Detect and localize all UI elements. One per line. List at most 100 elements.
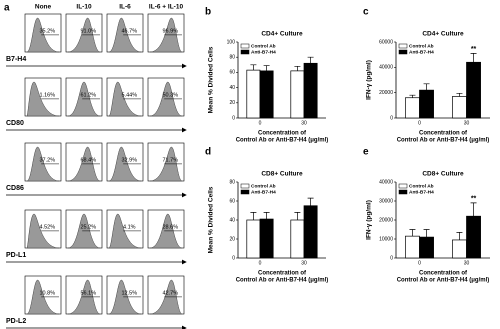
x-tick-label: 0 bbox=[418, 260, 421, 266]
bar bbox=[419, 236, 434, 259]
percent-label: 50.3% bbox=[163, 93, 179, 99]
percent-label: 32.9% bbox=[122, 158, 138, 164]
legend-label: Control Ab bbox=[409, 183, 434, 189]
percent-label: 42.7% bbox=[163, 291, 179, 297]
column-header: IL-10 bbox=[76, 4, 92, 11]
percent-label: 35.2% bbox=[40, 29, 56, 35]
significance: ** bbox=[471, 196, 477, 203]
marker-label: CD86 bbox=[6, 185, 24, 192]
y-tick-label: 30000 bbox=[379, 198, 393, 204]
bar bbox=[405, 97, 420, 119]
bar bbox=[452, 96, 467, 119]
error-bar bbox=[423, 83, 430, 91]
bar bbox=[303, 62, 318, 119]
x-axis-label: Control Ab or Anti-B7-H4 (μg/ml) bbox=[397, 278, 490, 284]
legend-label: Anti-B7-H4 bbox=[251, 49, 276, 55]
legend-swatch bbox=[398, 49, 408, 55]
marker-label: B7-H4 bbox=[6, 56, 26, 63]
y-tick-label: 20000 bbox=[379, 217, 393, 223]
error-bar bbox=[250, 212, 257, 220]
chart-title: CD8+ Culture bbox=[422, 171, 464, 178]
column-header: IL-6 bbox=[119, 4, 131, 11]
legend-swatch bbox=[240, 183, 250, 189]
legend-label: Anti-B7-H4 bbox=[409, 189, 434, 195]
x-axis-label: Control Ab or Anti-B7-H4 (μg/ml) bbox=[397, 138, 490, 144]
y-tick-label: 40000 bbox=[379, 179, 393, 185]
bar bbox=[452, 239, 467, 259]
y-tick-label: 0 bbox=[390, 115, 393, 121]
y-tick-label: 80 bbox=[229, 55, 235, 61]
y-axis-label: IFN-γ (pg/ml) bbox=[366, 60, 373, 100]
percent-label: 46.7% bbox=[122, 29, 138, 35]
x-tick-label: 0 bbox=[259, 120, 262, 126]
y-tick-label: 100 bbox=[227, 39, 236, 45]
legend-swatch bbox=[240, 189, 250, 195]
y-tick-label: 80 bbox=[229, 179, 235, 185]
chart-title: CD8+ Culture bbox=[261, 171, 303, 178]
chart-title: CD4+ Culture bbox=[422, 31, 464, 38]
legend-label: Control Ab bbox=[251, 183, 276, 189]
percent-label: 1.16% bbox=[40, 93, 56, 99]
y-tick-label: 20 bbox=[229, 236, 235, 242]
percent-label: 12.5% bbox=[122, 291, 138, 297]
y-axis-label: Mean % Divided Cells bbox=[208, 186, 215, 253]
error-bar bbox=[423, 229, 430, 238]
y-tick-label: 60 bbox=[229, 70, 235, 76]
y-tick-label: 40000 bbox=[379, 65, 393, 71]
legend-label: Control Ab bbox=[251, 43, 276, 49]
percent-label: 28.6% bbox=[163, 225, 179, 231]
percent-label: 4.52% bbox=[40, 225, 56, 231]
y-tick-label: 40 bbox=[229, 217, 235, 223]
x-axis-label: Concentration of bbox=[419, 271, 468, 277]
error-bar bbox=[294, 212, 301, 220]
error-bar bbox=[263, 212, 270, 220]
legend-swatch bbox=[398, 183, 408, 189]
y-tick-label: 0 bbox=[232, 255, 235, 261]
y-tick-label: 0 bbox=[232, 115, 235, 121]
panel-letter: d bbox=[205, 147, 211, 158]
bar bbox=[405, 235, 420, 259]
legend-swatch bbox=[240, 43, 250, 49]
error-bar bbox=[470, 53, 477, 63]
chart-title: CD4+ Culture bbox=[261, 31, 303, 38]
percent-label: 5.44% bbox=[122, 93, 138, 99]
legend-swatch bbox=[240, 49, 250, 55]
legend-label: Anti-B7-H4 bbox=[409, 49, 434, 55]
panel-letter: c bbox=[363, 7, 369, 18]
x-tick-label: 30 bbox=[464, 260, 470, 266]
bar bbox=[246, 69, 261, 119]
bar bbox=[290, 219, 305, 259]
percent-label: 96.9% bbox=[163, 29, 179, 35]
x-axis-label: Control Ab or Anti-B7-H4 (μg/ml) bbox=[236, 278, 329, 284]
panel-letter: b bbox=[205, 7, 211, 18]
column-header: None bbox=[35, 4, 52, 11]
y-tick-label: 40 bbox=[229, 85, 235, 91]
bar bbox=[419, 89, 434, 119]
error-bar bbox=[294, 65, 301, 71]
bar bbox=[290, 70, 305, 119]
x-tick-label: 30 bbox=[301, 120, 307, 126]
error-bar bbox=[409, 94, 416, 98]
x-axis-label: Concentration of bbox=[258, 271, 307, 277]
panel-letter: e bbox=[363, 147, 369, 158]
legend-swatch bbox=[398, 43, 408, 49]
bar bbox=[259, 70, 274, 119]
percent-label: 71.7% bbox=[163, 158, 179, 164]
error-bar bbox=[456, 232, 463, 240]
error-bar bbox=[409, 229, 416, 237]
y-tick-label: 10000 bbox=[379, 236, 393, 242]
percent-label: 56.1% bbox=[81, 291, 97, 297]
y-axis-label: IFN-γ (pg/ml) bbox=[366, 200, 373, 240]
percent-label: 4.1% bbox=[123, 225, 136, 231]
error-bar bbox=[456, 92, 463, 97]
y-tick-label: 0 bbox=[390, 255, 393, 261]
y-tick-label: 20 bbox=[229, 100, 235, 106]
y-tick-label: 20000 bbox=[379, 90, 393, 96]
x-axis-label: Concentration of bbox=[419, 131, 468, 137]
marker-label: PD-L2 bbox=[6, 318, 26, 325]
x-axis-label: Control Ab or Anti-B7-H4 (μg/ml) bbox=[236, 138, 329, 144]
percent-label: 91.0% bbox=[81, 29, 97, 35]
column-header: IL-6 + IL-10 bbox=[149, 4, 184, 11]
percent-label: 37.2% bbox=[40, 158, 56, 164]
